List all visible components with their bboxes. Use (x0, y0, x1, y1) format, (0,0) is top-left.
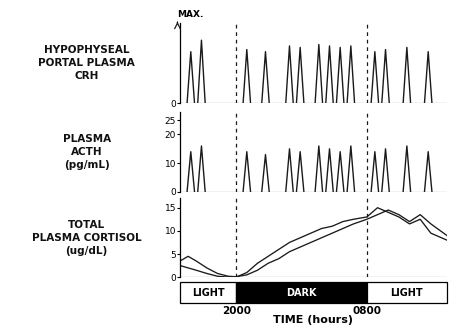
Text: 0800: 0800 (352, 306, 380, 316)
Text: PLASMA
ACTH
(pg/mL): PLASMA ACTH (pg/mL) (62, 133, 111, 170)
Bar (180, 282, 236, 303)
Text: LIGHT: LIGHT (192, 288, 224, 298)
Text: LIGHT: LIGHT (389, 288, 422, 298)
Text: 2000: 2000 (221, 306, 250, 316)
Bar (366, 282, 446, 303)
Text: TIME (hours): TIME (hours) (273, 315, 353, 325)
Text: TOTAL
PLASMA CORTISOL
(ug/dL): TOTAL PLASMA CORTISOL (ug/dL) (32, 220, 141, 256)
Text: HYPOPHYSEAL
PORTAL PLASMA
CRH: HYPOPHYSEAL PORTAL PLASMA CRH (38, 45, 135, 81)
Text: DARK: DARK (286, 288, 316, 298)
Bar (236, 282, 366, 303)
Text: MAX.: MAX. (177, 10, 203, 19)
